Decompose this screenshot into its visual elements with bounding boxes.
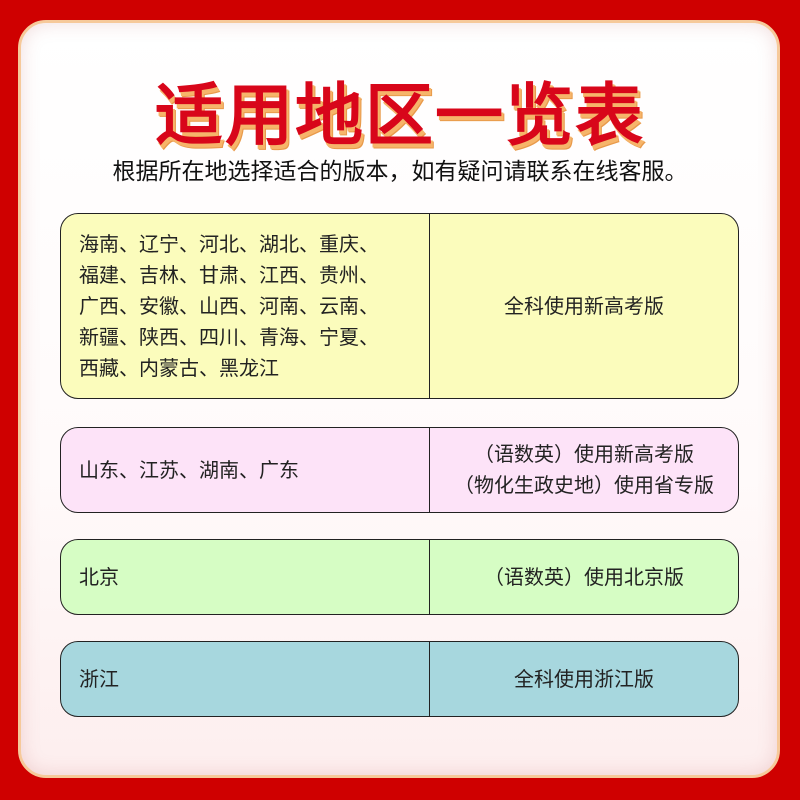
region-row: 海南、辽宁、河北、湖北、重庆、 福建、吉林、甘肃、江西、贵州、 广西、安徽、山西… <box>60 213 739 399</box>
region-row: 浙江 全科使用浙江版 <box>60 641 739 717</box>
regions-line: 浙江 <box>79 666 119 691</box>
edition-cell: 全科使用新高考版 <box>430 214 738 398</box>
region-row: 北京 （语数英）使用北京版 <box>60 539 739 615</box>
edition-line: （语数英）使用北京版 <box>484 564 684 589</box>
edition-line: 全科使用新高考版 <box>504 293 664 318</box>
regions-line: 新疆、陕西、四川、青海、宁夏、 <box>79 324 379 349</box>
regions-line: 西藏、内蒙古、黑龙江 <box>79 355 279 380</box>
edition-cell: 全科使用浙江版 <box>430 642 738 716</box>
page-title: 适用地区一览表 <box>154 77 645 156</box>
regions-cell: 浙江 <box>61 642 430 716</box>
regions-line: 广西、安徽、山西、河南、云南、 <box>79 293 379 318</box>
regions-line: 北京 <box>79 564 119 589</box>
regions-cell: 山东、江苏、湖南、广东 <box>61 428 430 512</box>
edition-line: （语数英）使用新高考版 <box>474 442 694 466</box>
regions-line: 海南、辽宁、河北、湖北、重庆、 <box>79 231 379 256</box>
edition-line: 全科使用浙江版 <box>514 666 654 691</box>
region-row: 山东、江苏、湖南、广东 （语数英）使用新高考版 （物化生政史地）使用省专版 <box>60 427 739 513</box>
edition-cell: （语数英）使用新高考版 （物化生政史地）使用省专版 <box>430 428 738 512</box>
regions-line: 福建、吉林、甘肃、江西、贵州、 <box>79 262 379 287</box>
edition-cell: （语数英）使用北京版 <box>430 540 738 614</box>
page-subtitle: 根据所在地选择适合的版本，如有疑问请联系在线客服。 <box>112 159 688 185</box>
regions-cell: 北京 <box>61 540 430 614</box>
regions-cell: 海南、辽宁、河北、湖北、重庆、 福建、吉林、甘肃、江西、贵州、 广西、安徽、山西… <box>61 214 430 398</box>
edition-line: （物化生政史地）使用省专版 <box>454 473 714 497</box>
regions-line: 山东、江苏、湖南、广东 <box>79 457 299 482</box>
